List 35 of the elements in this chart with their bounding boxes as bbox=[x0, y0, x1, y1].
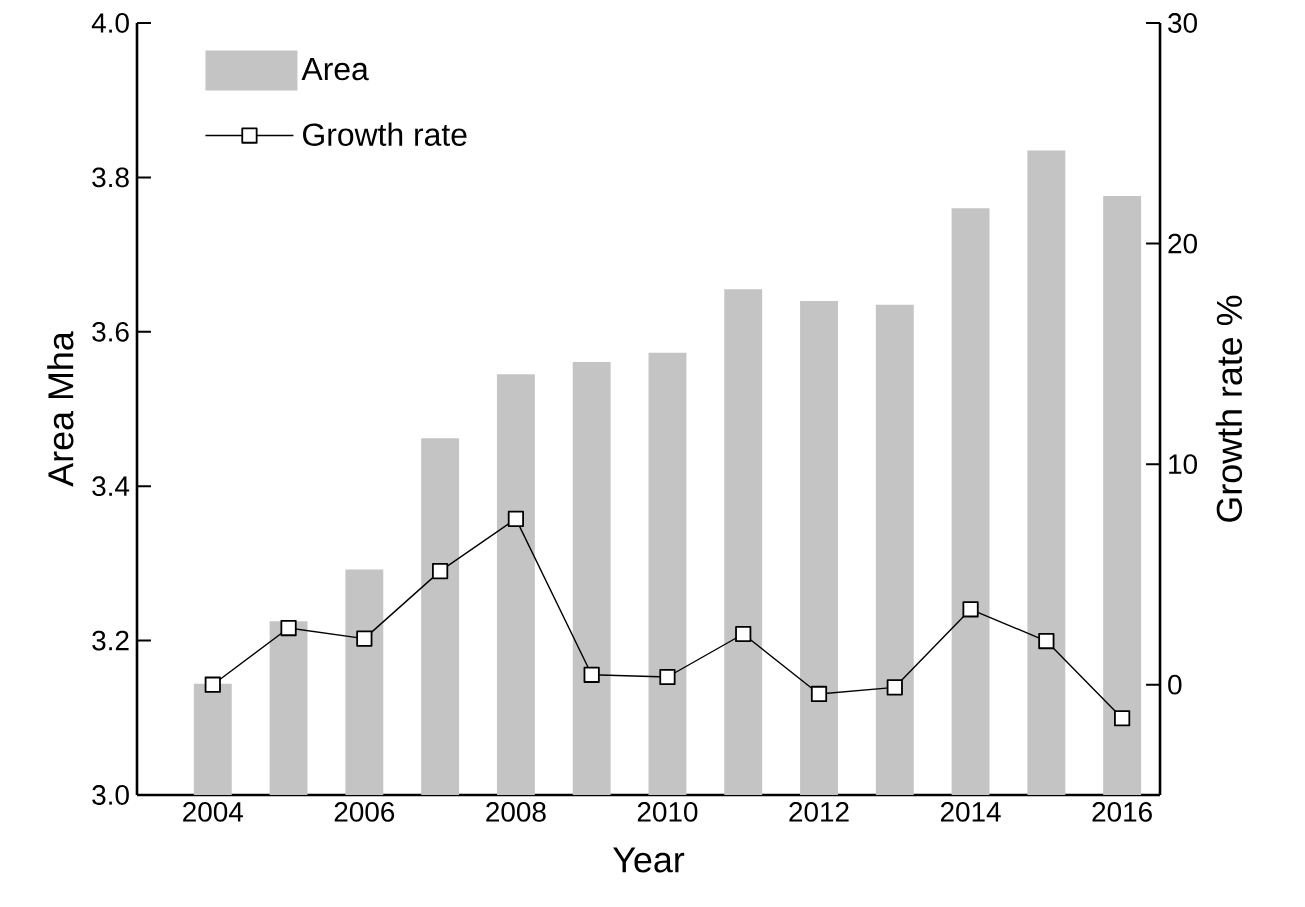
x-tick-label: 2010 bbox=[637, 802, 698, 822]
point bbox=[432, 563, 449, 580]
y-tick-label: 4.0 bbox=[91, 13, 129, 33]
point bbox=[810, 685, 828, 703]
y2-tick-label: 0 bbox=[1168, 674, 1182, 695]
point bbox=[204, 676, 221, 693]
y-tick-label: 3.6 bbox=[92, 321, 129, 342]
y2-tick-label: 10 bbox=[1169, 454, 1197, 475]
x-tick-label: 2008 bbox=[486, 802, 546, 822]
legend-label: Area bbox=[301, 58, 369, 81]
legend-label: Growth rate bbox=[303, 122, 467, 146]
point bbox=[1038, 632, 1055, 650]
point bbox=[735, 625, 752, 643]
x-tick-label: 2012 bbox=[789, 802, 849, 822]
y2-axis-title: Growth rate % bbox=[1215, 295, 1243, 522]
y-tick-label: 3.8 bbox=[92, 167, 129, 188]
point bbox=[1114, 710, 1131, 727]
point bbox=[659, 668, 676, 686]
y-tick-label: 3.0 bbox=[92, 785, 129, 805]
point bbox=[583, 666, 600, 683]
x-axis-title: Year bbox=[613, 847, 685, 873]
x-tick-label: 2004 bbox=[183, 802, 243, 822]
point bbox=[962, 601, 979, 618]
point bbox=[507, 510, 524, 527]
y2-tick-label: 30 bbox=[1168, 13, 1197, 33]
x-tick-label: 2014 bbox=[940, 802, 1001, 822]
y-tick-label: 3.4 bbox=[92, 476, 130, 497]
y-tick-label: 3.2 bbox=[92, 630, 129, 651]
point bbox=[280, 619, 297, 637]
x-tick-label: 2016 bbox=[1092, 802, 1152, 822]
point bbox=[886, 679, 903, 696]
y2-tick-label: 20 bbox=[1168, 233, 1197, 254]
x-tick-label: 2006 bbox=[334, 802, 395, 822]
y-axis-title: Area Mha bbox=[47, 331, 74, 487]
point bbox=[356, 630, 373, 647]
